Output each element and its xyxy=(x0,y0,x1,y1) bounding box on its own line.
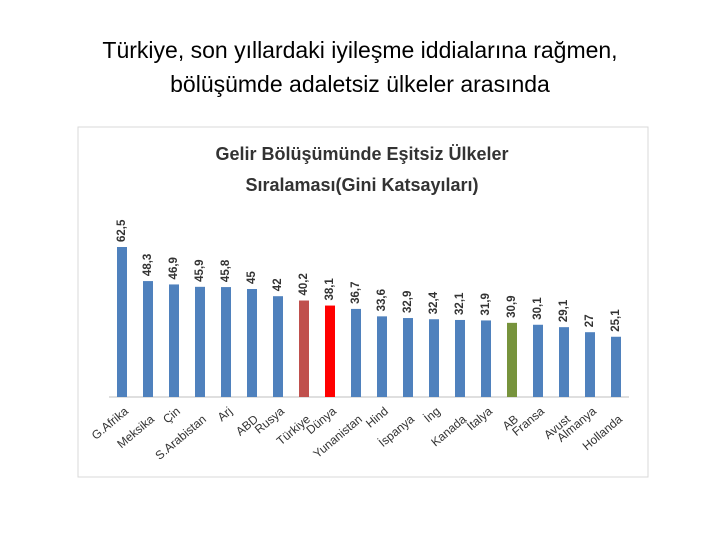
value-label: 32,4 xyxy=(428,291,440,314)
bar xyxy=(351,308,361,397)
bar xyxy=(533,324,543,397)
value-label: 62,5 xyxy=(116,219,128,242)
bar xyxy=(559,327,569,397)
value-label: 45 xyxy=(246,271,258,284)
value-label: 32,9 xyxy=(402,291,414,313)
value-label: 29,1 xyxy=(558,299,570,322)
bar xyxy=(481,320,491,397)
chart-title: Sıralaması(Gini Katsayıları) xyxy=(245,175,478,195)
bar xyxy=(455,319,465,397)
slide-title: Türkiye, son yıllardaki iyileşme iddiala… xyxy=(102,37,617,63)
value-label: 27 xyxy=(584,314,596,327)
value-label: 31,9 xyxy=(480,293,492,315)
value-label: 33,6 xyxy=(376,289,388,311)
bar xyxy=(273,296,283,397)
bar xyxy=(585,332,595,397)
bar xyxy=(143,281,153,397)
value-label: 36,7 xyxy=(350,282,362,304)
bar xyxy=(403,318,413,397)
bar xyxy=(377,316,387,397)
value-label: 40,2 xyxy=(298,273,310,295)
chart-title: Gelir Bölüşümünde Eşitsiz Ülkeler xyxy=(215,144,508,164)
value-label: 42 xyxy=(272,278,284,291)
value-label: 30,9 xyxy=(506,295,518,317)
bar xyxy=(195,286,205,397)
bar xyxy=(221,287,231,397)
value-label: 48,3 xyxy=(142,254,154,276)
value-label: 32,1 xyxy=(454,292,466,315)
bar xyxy=(611,336,621,397)
bar xyxy=(169,284,179,397)
bar xyxy=(429,319,439,397)
slide-title: bölüşümde adaletsiz ülkeler arasında xyxy=(170,71,550,97)
bar xyxy=(117,247,127,397)
bar xyxy=(247,289,257,397)
bar xyxy=(507,322,517,397)
value-label: 45,9 xyxy=(194,259,206,281)
value-label: 38,1 xyxy=(324,278,336,301)
bar xyxy=(299,300,309,397)
value-label: 46,9 xyxy=(168,257,180,279)
bar xyxy=(325,305,335,397)
value-label: 30,1 xyxy=(532,297,544,320)
value-label: 45,8 xyxy=(220,259,232,282)
value-label: 25,1 xyxy=(610,309,622,332)
